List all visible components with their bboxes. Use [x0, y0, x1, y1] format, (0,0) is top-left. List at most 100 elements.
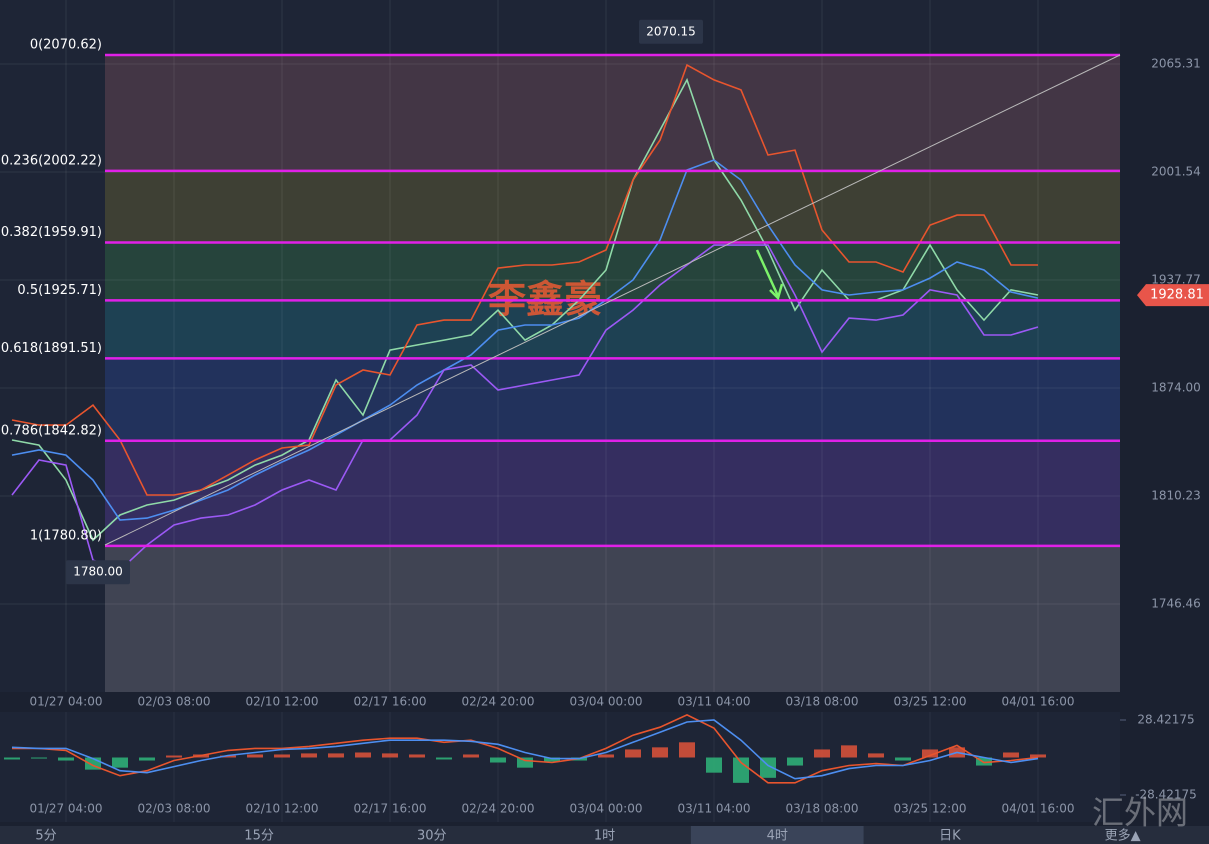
macd-bar	[328, 753, 344, 758]
macd-bar	[274, 754, 290, 758]
high-label-box	[639, 19, 703, 44]
series-line	[11, 719, 1039, 780]
tab[interactable]: 日K	[939, 829, 961, 844]
tab[interactable]: 5分	[35, 829, 56, 844]
macd-bar	[139, 757, 155, 761]
y-tick-label: 2065.31	[1151, 57, 1201, 71]
macd-bar	[841, 745, 857, 758]
macd-bar	[787, 757, 803, 766]
macd-bar	[166, 755, 182, 758]
y-tick-label: 1746.46	[1151, 597, 1201, 611]
macd-chart: -28.42175 28.42175 01/27 04:00 02/03 08:00 0…	[4, 712, 1197, 822]
series-line	[12, 714, 1039, 784]
tab-active[interactable]: 4时	[767, 829, 788, 844]
macd-bar	[544, 757, 560, 762]
tab-active-bg	[690, 826, 864, 844]
macd-x-tick-label: 02/17 16:00	[354, 802, 427, 816]
macd-bar	[652, 747, 668, 758]
macd-bar	[1030, 754, 1046, 758]
fib-label: 1(1780.80)	[30, 528, 102, 543]
tab-bar	[0, 826, 1209, 844]
macd-area	[0, 712, 1120, 822]
tab[interactable]: 30分	[417, 829, 447, 844]
last-price-label: 1928.81	[1150, 288, 1204, 303]
timeframe-tabs: 5分 15分 30分 1时 4时 日K 更多▲	[0, 826, 1209, 844]
trend-line	[104, 54, 1121, 546]
macd-bar	[679, 742, 695, 758]
x-tick-label: 02/24 20:00	[462, 695, 535, 709]
macd-bar	[463, 754, 479, 758]
macd-bar	[1003, 752, 1019, 758]
y-tick-label: 1937.77	[1151, 273, 1201, 287]
macd-bar	[625, 749, 641, 758]
main-chart: 2065.31 2001.54 1937.77 1874.00 1810.23 1746.…	[0, 0, 1209, 709]
fib-band	[105, 242, 1120, 301]
low-label-box	[66, 560, 130, 585]
macd-bar	[247, 754, 263, 758]
macd-y-tick-label: -28.42175	[1135, 788, 1197, 802]
fib-band	[105, 545, 1120, 692]
fib-band	[105, 170, 1120, 243]
macd-bar	[490, 757, 506, 763]
macd-bar	[895, 757, 911, 761]
macd-bar	[58, 757, 74, 761]
macd-x-tick-label: 02/24 20:00	[462, 802, 535, 816]
macd-bar	[436, 757, 452, 760]
fib-label: 0(2070.62)	[30, 38, 102, 53]
series-line	[11, 159, 1039, 521]
site-logo: 汇外网	[1092, 794, 1188, 832]
macd-bar	[409, 754, 425, 758]
fib-label: 0.5(1925.71)	[17, 283, 102, 298]
macd-bar	[220, 755, 236, 758]
fib-label: 0.786(1842.82)	[1, 423, 102, 438]
series-line	[11, 63, 1038, 496]
macd-x-tick-label: 03/18 08:00	[786, 802, 859, 816]
macd-x-tick-label: 03/25 12:00	[894, 802, 967, 816]
y-tick-label: 1810.23	[1151, 489, 1201, 503]
macd-bar	[31, 757, 47, 759]
macd-bar	[382, 753, 398, 758]
macd-x-tick-label: 01/27 04:00	[30, 802, 103, 816]
tab[interactable]: 1时	[594, 829, 615, 844]
high-label: 2070.15	[646, 24, 696, 38]
macd-bar	[868, 753, 884, 758]
x-tick-label: 03/25 12:00	[894, 695, 967, 709]
low-label: 1780.00	[73, 565, 123, 579]
fib-band	[105, 440, 1120, 546]
macd-x-tick-label: 02/03 08:00	[138, 802, 211, 816]
fib-label: 0.618(1891.51)	[1, 341, 102, 356]
fib-label: 0.382(1959.91)	[1, 225, 102, 240]
tab[interactable]: 15分	[244, 829, 274, 844]
x-tick-label: 02/03 08:00	[138, 695, 211, 709]
x-tick-label: 01/27 04:00	[30, 695, 103, 709]
plot-area	[0, 0, 1120, 692]
y-tick-label: 2001.54	[1151, 165, 1201, 179]
macd-x-tick-label: 03/04 00:00	[570, 802, 643, 816]
last-price-tag	[1137, 284, 1209, 307]
macd-bar	[922, 749, 938, 758]
fib-band	[105, 300, 1120, 359]
series-line	[11, 244, 1039, 572]
macd-x-tick-label: 03/11 04:00	[678, 802, 751, 816]
macd-bar	[517, 757, 533, 768]
macd-x-tick-label: 02/10 12:00	[246, 802, 319, 816]
fib-band	[105, 55, 1120, 171]
macd-bar	[976, 757, 992, 766]
x-tick-label: 03/18 08:00	[786, 695, 859, 709]
arrow-annotation	[755, 249, 784, 301]
x-tick-label: 04/01 16:00	[1002, 695, 1075, 709]
macd-bar	[4, 757, 20, 760]
tab[interactable]: 更多▲	[1105, 828, 1141, 844]
fib-label: 0.236(2002.22)	[1, 153, 102, 168]
macd-bar	[301, 753, 317, 758]
y-tick-label: 1874.00	[1151, 381, 1201, 395]
macd-bar	[814, 749, 830, 758]
x-tick-label: 03/11 04:00	[678, 695, 751, 709]
macd-x-tick-label: 04/01 16:00	[1002, 802, 1075, 816]
macd-bar	[598, 754, 614, 758]
macd-y-tick-label: 28.42175	[1137, 713, 1194, 727]
macd-bar	[355, 752, 371, 758]
fib-band	[105, 358, 1120, 441]
x-tick-label: 02/10 12:00	[246, 695, 319, 709]
